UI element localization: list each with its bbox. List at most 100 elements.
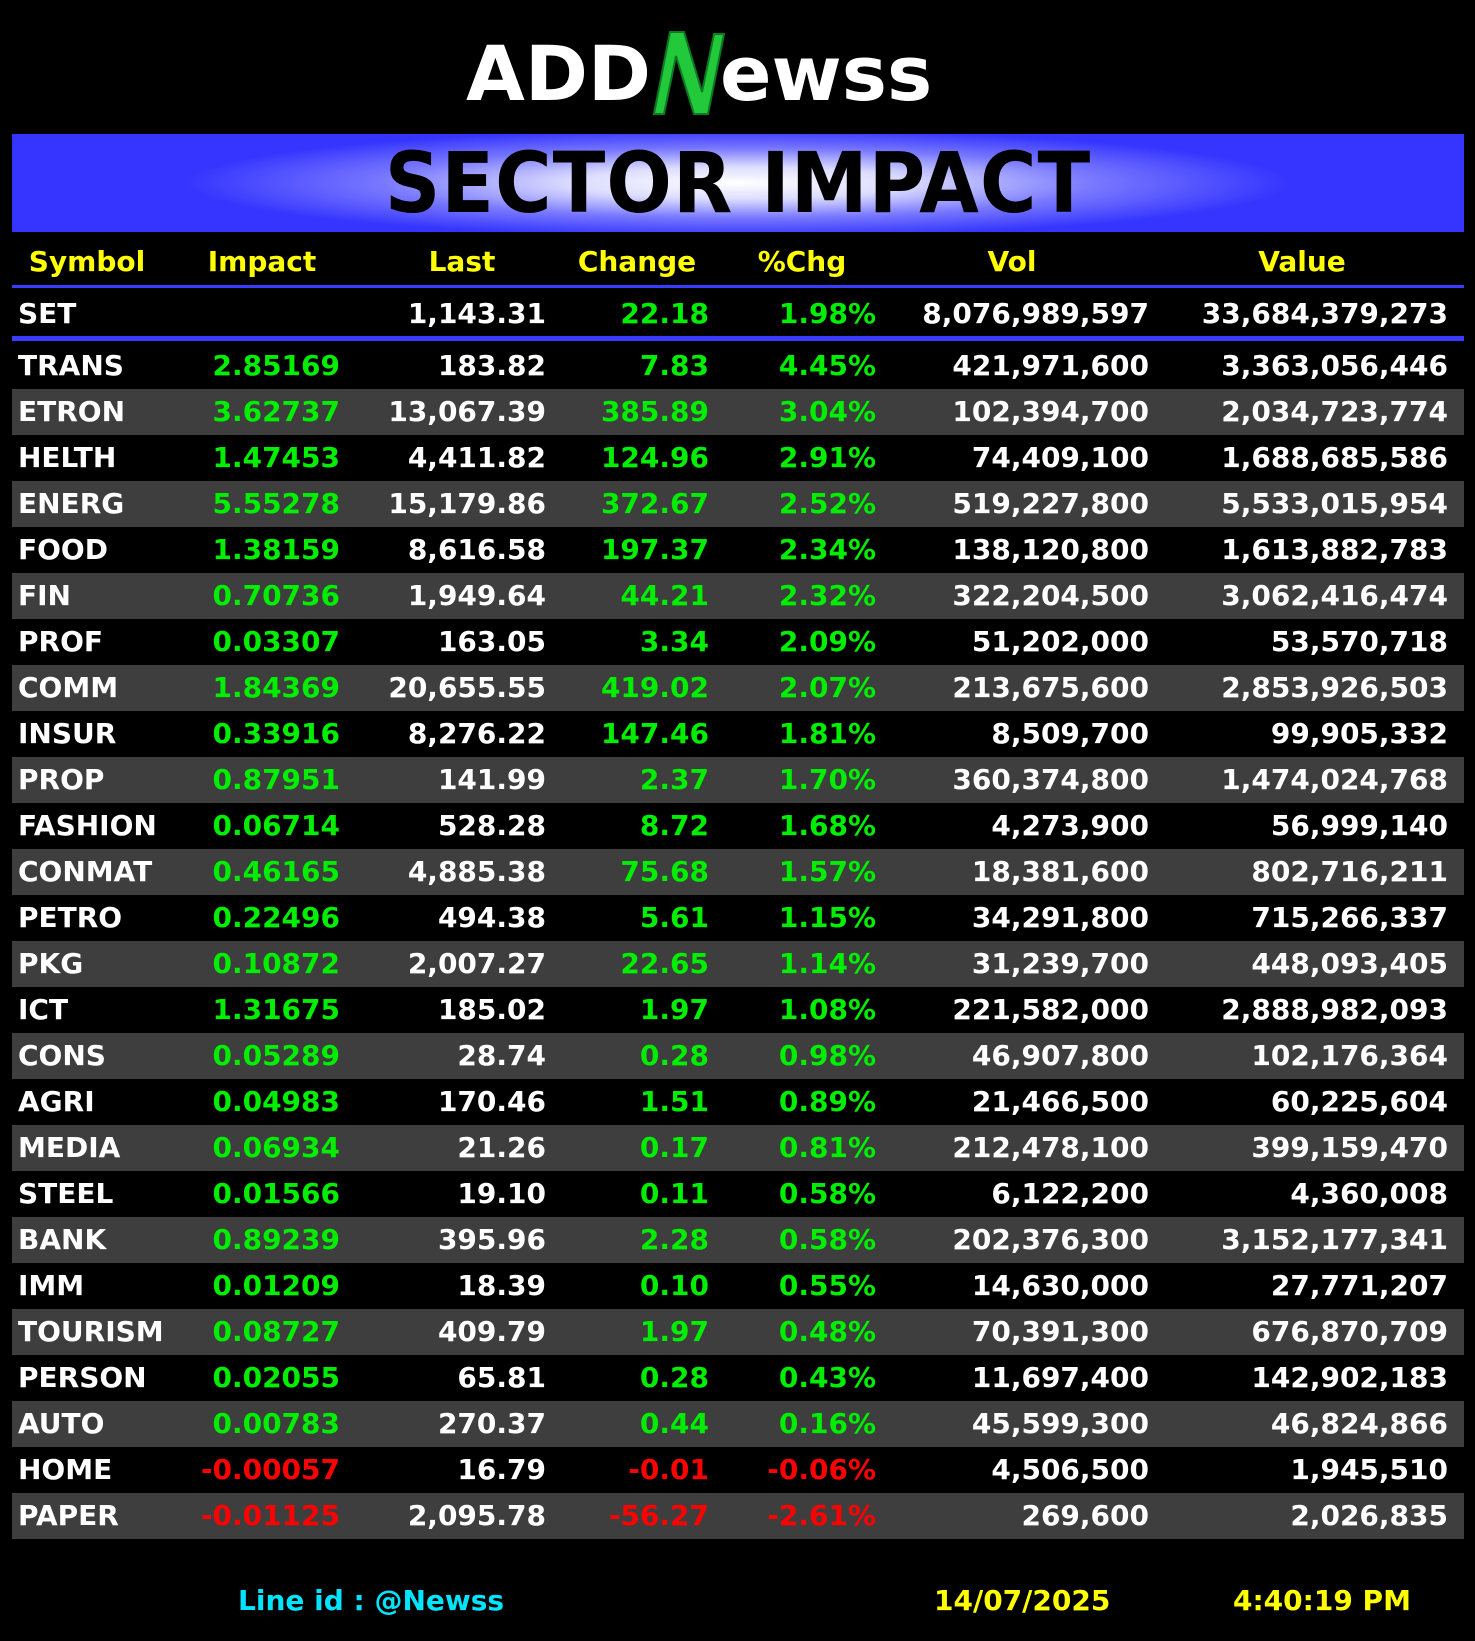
line-id-text: Line id : @Newss <box>238 1584 505 1617</box>
row-last: 1,949.64 <box>407 579 546 612</box>
row-impact: 0.06934 <box>212 1131 340 1164</box>
row-pct-change: 0.98% <box>778 1039 876 1072</box>
row-symbol: FIN <box>18 579 71 612</box>
header-value: Value <box>1258 245 1346 278</box>
index-value: 33,684,379,273 <box>1201 297 1448 330</box>
row-value: 2,026,835 <box>1290 1499 1448 1532</box>
row-symbol: ETRON <box>18 395 126 428</box>
row-symbol: AGRI <box>18 1085 95 1118</box>
row-volume: 45,599,300 <box>971 1407 1149 1440</box>
row-impact: 0.05289 <box>212 1039 340 1072</box>
row-change: 372.67 <box>600 487 709 520</box>
header-change: Change <box>577 245 697 278</box>
row-value: 3,062,416,474 <box>1221 579 1448 612</box>
row-change: 0.28 <box>639 1039 709 1072</box>
row-volume: 360,374,800 <box>952 763 1149 796</box>
row-value: 1,613,882,783 <box>1221 533 1448 566</box>
row-change: 0.10 <box>639 1269 709 1302</box>
row-value: 715,266,337 <box>1251 901 1448 934</box>
row-last: 15,179.86 <box>388 487 546 520</box>
row-symbol: AUTO <box>18 1407 105 1440</box>
row-volume: 4,273,900 <box>991 809 1149 842</box>
row-change: 147.46 <box>600 717 709 750</box>
row-volume: 51,202,000 <box>971 625 1149 658</box>
row-change: 7.83 <box>639 349 709 382</box>
row-value: 56,999,140 <box>1270 809 1448 842</box>
row-last: 20,655.55 <box>388 671 546 704</box>
row-symbol: COMM <box>18 671 119 704</box>
row-last: 395.96 <box>437 1223 546 1256</box>
row-value: 142,902,183 <box>1251 1361 1448 1394</box>
table-header: Symbol Impact Last Change %Chg Vol Value <box>12 240 1464 284</box>
row-change: -56.27 <box>608 1499 709 1532</box>
row-impact: 0.87951 <box>212 763 340 796</box>
table-row: FIN 0.70736 1,949.64 44.21 2.32% 322,204,500 3… <box>12 573 1464 619</box>
page-title: SECTOR IMPACT <box>384 134 1092 232</box>
table-row: IMM 0.01209 18.39 0.10 0.55% 14,630,000 27,771… <box>12 1263 1464 1309</box>
row-symbol: CONS <box>18 1039 106 1072</box>
table-row: HELTH 1.47453 4,411.82 124.96 2.91% 74,409,10… <box>12 435 1464 481</box>
row-symbol: BANK <box>18 1223 107 1256</box>
row-impact: 0.70736 <box>212 579 340 612</box>
row-pct-change: 0.48% <box>778 1315 876 1348</box>
row-last: 170.46 <box>437 1085 546 1118</box>
row-pct-change: 0.81% <box>778 1131 876 1164</box>
table-row: CONMAT 0.46165 4,885.38 75.68 1.57% 18,381,60… <box>12 849 1464 895</box>
brand-logo: ADD ewss <box>0 22 1475 122</box>
row-change: 0.17 <box>639 1131 709 1164</box>
row-symbol: INSUR <box>18 717 117 750</box>
table-row: HOME -0.00057 16.79 -0.01 -0.06% 4,506,500 1,9… <box>12 1447 1464 1493</box>
row-impact: 0.08727 <box>212 1315 340 1348</box>
row-value: 448,093,405 <box>1251 947 1448 980</box>
row-symbol: PETRO <box>18 901 123 934</box>
row-last: 2,007.27 <box>407 947 546 980</box>
row-volume: 74,409,100 <box>971 441 1149 474</box>
index-last: 1,143.31 <box>407 297 546 330</box>
table-row: INSUR 0.33916 8,276.22 147.46 1.81% 8,509,700… <box>12 711 1464 757</box>
index-row: SET 1,143.31 22.18 1.98% 8,076,989,597 3… <box>12 291 1464 337</box>
row-change: 197.37 <box>600 533 709 566</box>
row-value: 1,474,024,768 <box>1221 763 1448 796</box>
row-symbol: PKG <box>18 947 84 980</box>
row-last: 141.99 <box>437 763 546 796</box>
row-pct-change: 1.81% <box>778 717 876 750</box>
table-row: PERSON 0.02055 65.81 0.28 0.43% 11,697,400 142… <box>12 1355 1464 1401</box>
index-change: 22.18 <box>620 297 709 330</box>
table-row: ETRON 3.62737 13,067.39 385.89 3.04% 102,394,… <box>12 389 1464 435</box>
row-symbol: IMM <box>18 1269 85 1302</box>
row-symbol: PROF <box>18 625 104 658</box>
row-volume: 21,466,500 <box>971 1085 1149 1118</box>
row-symbol: MEDIA <box>18 1131 121 1164</box>
row-last: 13,067.39 <box>388 395 546 428</box>
row-volume: 421,971,600 <box>952 349 1149 382</box>
header-divider <box>12 285 1464 288</box>
row-pct-change: -2.61% <box>767 1499 876 1532</box>
row-change: -0.01 <box>628 1453 709 1486</box>
table-row: TOURISM 0.08727 409.79 1.97 0.48% 70,391,300 6… <box>12 1309 1464 1355</box>
row-volume: 34,291,800 <box>971 901 1149 934</box>
row-value: 46,824,866 <box>1270 1407 1448 1440</box>
table-row: FASHION 0.06714 528.28 8.72 1.68% 4,273,900 56… <box>12 803 1464 849</box>
row-value: 53,570,718 <box>1270 625 1448 658</box>
logo-text-right: ewss <box>720 29 932 118</box>
table-row: COMM 1.84369 20,655.55 419.02 2.07% 213,675,6… <box>12 665 1464 711</box>
row-last: 183.82 <box>437 349 546 382</box>
row-symbol: PROP <box>18 763 105 796</box>
row-value: 676,870,709 <box>1251 1315 1448 1348</box>
row-pct-change: 2.32% <box>778 579 876 612</box>
index-pct-change: 1.98% <box>778 297 876 330</box>
row-impact: 1.47453 <box>212 441 340 474</box>
table-row: AGRI 0.04983 170.46 1.51 0.89% 21,466,500 60,2… <box>12 1079 1464 1125</box>
row-value: 27,771,207 <box>1270 1269 1448 1302</box>
row-value: 3,363,056,446 <box>1221 349 1448 382</box>
row-impact: 0.00783 <box>212 1407 340 1440</box>
row-change: 0.28 <box>639 1361 709 1394</box>
row-last: 494.38 <box>437 901 546 934</box>
table-row: PETRO 0.22496 494.38 5.61 1.15% 34,291,800 715… <box>12 895 1464 941</box>
row-symbol: FASHION <box>18 809 157 842</box>
table-row: FOOD 1.38159 8,616.58 197.37 2.34% 138,120,80… <box>12 527 1464 573</box>
row-value: 3,152,177,341 <box>1221 1223 1448 1256</box>
row-impact: 0.02055 <box>212 1361 340 1394</box>
row-last: 409.79 <box>437 1315 546 1348</box>
row-last: 163.05 <box>437 625 546 658</box>
